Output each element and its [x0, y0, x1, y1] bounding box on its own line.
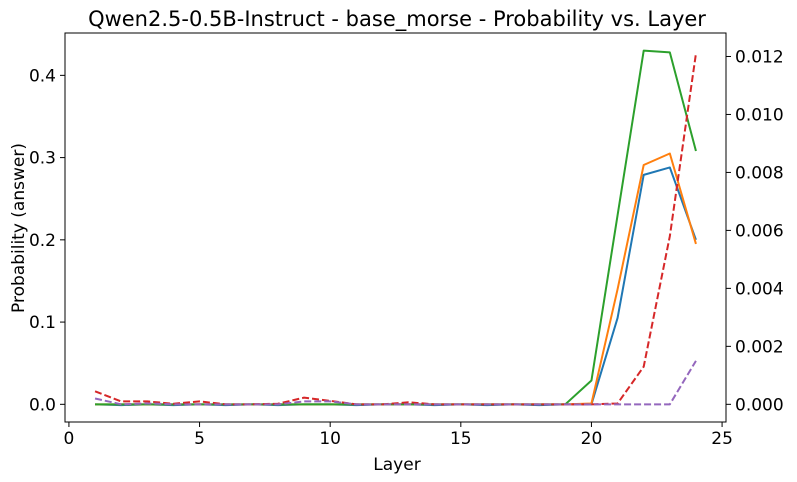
y-tick-label: 0.0 [29, 395, 56, 415]
left-y-axis: 0.0 0.1 0.2 0.3 0.4 [29, 66, 65, 415]
x-axis: 0 5 10 15 20 25 [64, 422, 733, 449]
y-tick-label: 0.4 [29, 66, 56, 86]
y2-tick-label: 0.004 [735, 279, 784, 299]
y2-tick-label: 0.002 [735, 337, 784, 357]
plot-frame [64, 32, 727, 423]
plot-area [94, 49, 697, 407]
x-tick-label: 25 [711, 429, 733, 449]
x-tick-label: 0 [64, 429, 75, 449]
series-line-5 [94, 360, 697, 406]
y-tick-label: 0.3 [29, 149, 56, 169]
y2-tick-label: 0.012 [735, 47, 784, 67]
y2-tick-label: 0.000 [735, 395, 784, 415]
y2-tick-label: 0.008 [735, 163, 784, 183]
y2-tick-label: 0.006 [735, 221, 784, 241]
y-tick-label: 0.2 [29, 231, 56, 251]
series-line-2 [95, 152, 697, 406]
y-axis-label: Probability (answer) [9, 143, 29, 313]
x-tick-label: 15 [450, 429, 472, 449]
y2-tick-label: 0.010 [735, 105, 784, 125]
x-axis-label: Layer [373, 455, 420, 475]
right-y-axis: 0.000 0.002 0.004 0.006 0.008 0.010 0.012 [726, 47, 784, 415]
x-tick-label: 20 [581, 429, 603, 449]
series-line-3 [95, 49, 697, 406]
x-tick-label: 10 [319, 429, 341, 449]
x-tick-label: 5 [194, 429, 205, 449]
y-tick-label: 0.1 [29, 313, 56, 333]
series-line-4 [94, 53, 697, 406]
chart-title: Qwen2.5-0.5B-Instruct - base_morse - Pro… [88, 7, 706, 32]
